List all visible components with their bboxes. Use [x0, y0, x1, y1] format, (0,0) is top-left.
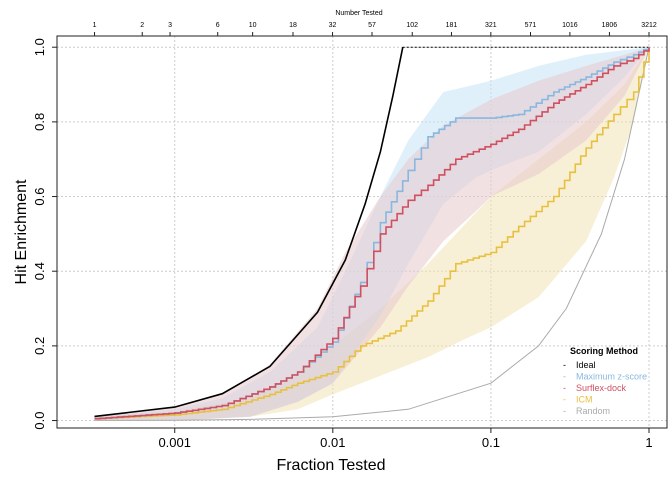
- legend-dash: -: [563, 360, 566, 370]
- top-tick-label: 571: [525, 22, 537, 29]
- x-axis-label: Fraction Tested: [276, 457, 385, 474]
- top-tick-label: 181: [446, 22, 458, 29]
- legend-dash: -: [563, 383, 566, 393]
- top-tick-label: 1: [93, 22, 97, 29]
- line-ideal: [94, 47, 404, 418]
- y-tick-label: 0.4: [32, 262, 47, 280]
- top-tick-label: 3: [168, 22, 172, 29]
- series-lines: [94, 46, 650, 421]
- top-tick-label: 6: [216, 22, 220, 29]
- line-random: [94, 47, 650, 421]
- legend-dash: -: [563, 406, 566, 416]
- top-tick-label: 3212: [641, 22, 657, 29]
- x-axis: 0.001 0.01 0.1 1: [158, 428, 653, 450]
- y-tick-label: 1.0: [32, 38, 47, 56]
- top-tick-label: 10: [249, 22, 257, 29]
- legend-dash: -: [563, 395, 566, 405]
- legend-dash: -: [563, 372, 566, 382]
- top-axis-title: Number Tested: [335, 10, 382, 17]
- y-tick-label: 0.6: [32, 187, 47, 205]
- x-tick-label: 1: [645, 435, 652, 450]
- y-tick-label: 0.2: [32, 337, 47, 355]
- top-tick-label: 1806: [602, 22, 618, 29]
- legend-entry: Maximum z-score: [576, 372, 647, 382]
- plot-frame: [56, 35, 668, 429]
- top-tick-label: 32: [329, 22, 337, 29]
- band-surflex-dock: [94, 47, 649, 421]
- legend-entry: ICM: [576, 395, 593, 405]
- top-tick-label: 18: [289, 22, 297, 29]
- top-tick-label: 57: [368, 22, 376, 29]
- top-tick-label: 1016: [562, 22, 578, 29]
- y-tick-label: 0.0: [32, 411, 47, 429]
- top-tick-label: 2: [140, 22, 144, 29]
- y-axis: 0.0 0.2 0.4 0.6 0.8 1.0: [32, 38, 57, 430]
- x-tick-label: 0.1: [482, 435, 500, 450]
- confidence-bands: [94, 47, 649, 421]
- x-tick-label: 0.01: [320, 435, 345, 450]
- legend-entry: Random: [576, 406, 610, 416]
- x-tick-label: 0.001: [158, 435, 191, 450]
- legend-entry: Surflex-dock: [576, 383, 627, 393]
- line-icm: [94, 47, 650, 420]
- line-surflex-dock: [94, 47, 650, 420]
- legend-entry: Ideal: [576, 360, 596, 370]
- y-axis-label: Hit Enrichment: [13, 179, 30, 284]
- y-tick-label: 0.8: [32, 113, 47, 131]
- top-axis: 1 2 3 6 10 18 32 57 102 181 321 571 1016 1806 3212: [93, 22, 657, 36]
- legend: Scoring Method - Ideal- Maximum z-score- Su…: [563, 346, 647, 416]
- top-tick-label: 102: [406, 22, 418, 29]
- top-tick-label: 321: [485, 22, 497, 29]
- band-icm: [94, 47, 649, 421]
- legend-title: Scoring Method: [570, 346, 638, 356]
